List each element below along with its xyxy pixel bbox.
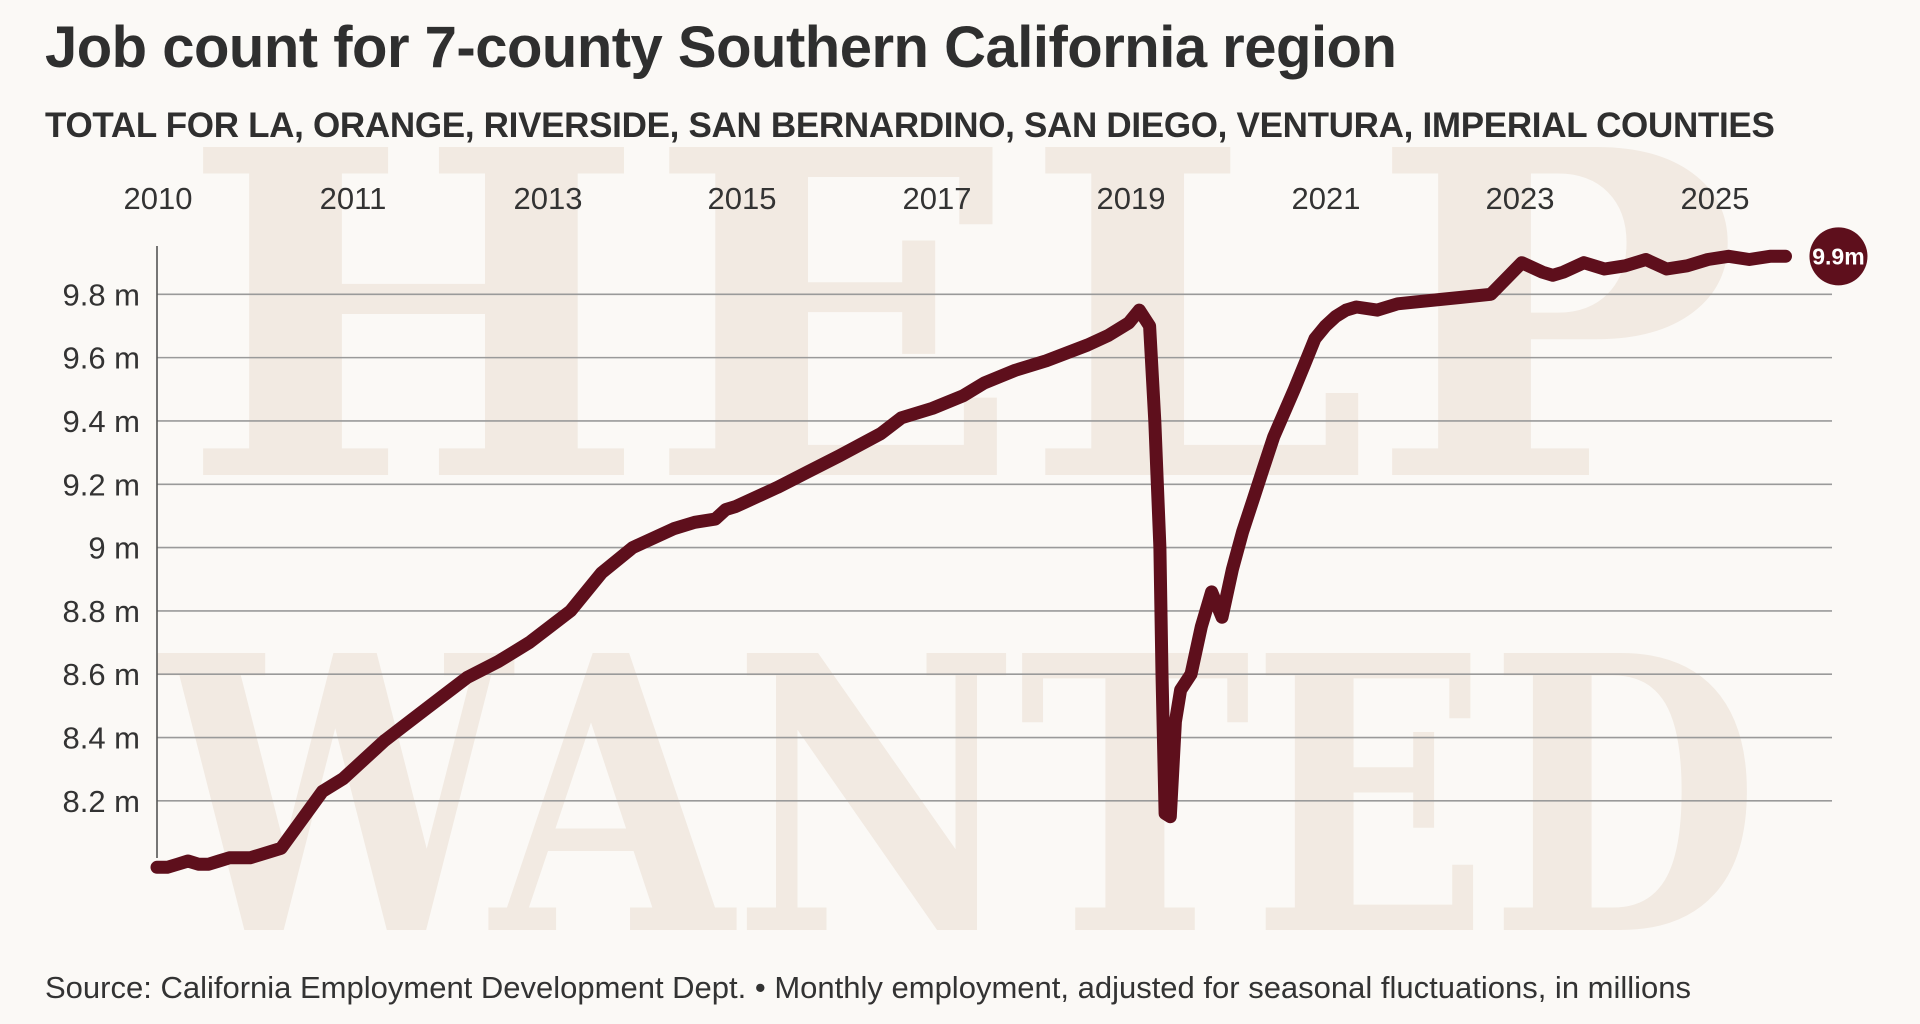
y-tick-label: 9.4 m (62, 404, 140, 439)
y-tick-label: 8.8 m (62, 594, 140, 629)
end-value-label: 9.9m (1812, 243, 1864, 269)
y-tick-label: 8.6 m (62, 657, 140, 692)
x-tick-label: 2011 (320, 181, 387, 216)
x-axis-tick-labels: 2010 2011 2013 2015 2017 2019 2021 2023 2025 (124, 181, 1750, 216)
chart-title: Job count for 7-county Southern Californ… (45, 15, 1397, 80)
x-tick-label: 2010 (124, 181, 193, 216)
x-tick-label: 2019 (1097, 181, 1166, 216)
y-tick-label: 9.8 m (62, 277, 140, 312)
series-group (150, 249, 1792, 874)
x-tick-label: 2025 (1681, 181, 1750, 216)
end-value-marker: 9.9m (1809, 227, 1868, 286)
y-tick-label: 8.2 m (62, 784, 140, 819)
y-tick-label: 9 m (88, 531, 140, 566)
chart-subtitle: TOTAL FOR LA, ORANGE, RIVERSIDE, SAN BER… (45, 106, 1775, 145)
x-tick-label: 2013 (514, 181, 583, 216)
y-tick-label: 8.4 m (62, 721, 140, 756)
end-marker-circle (1809, 227, 1868, 286)
x-tick-label: 2015 (708, 181, 777, 216)
x-tick-label: 2017 (903, 181, 972, 216)
series-line (150, 249, 1792, 874)
x-tick-label: 2023 (1486, 181, 1555, 216)
y-axis-tick-labels: 8.2 m 8.4 m 8.6 m 8.8 m 9 m 9.2 m 9.4 m 9.6 m 9.… (62, 277, 140, 819)
y-tick-label: 9.2 m (62, 467, 140, 502)
y-tick-label: 9.6 m (62, 341, 140, 376)
grid-lines (157, 293, 1832, 802)
x-tick-label: 2021 (1292, 181, 1361, 216)
source-note: Source: California Employment Developmen… (45, 970, 1692, 1005)
